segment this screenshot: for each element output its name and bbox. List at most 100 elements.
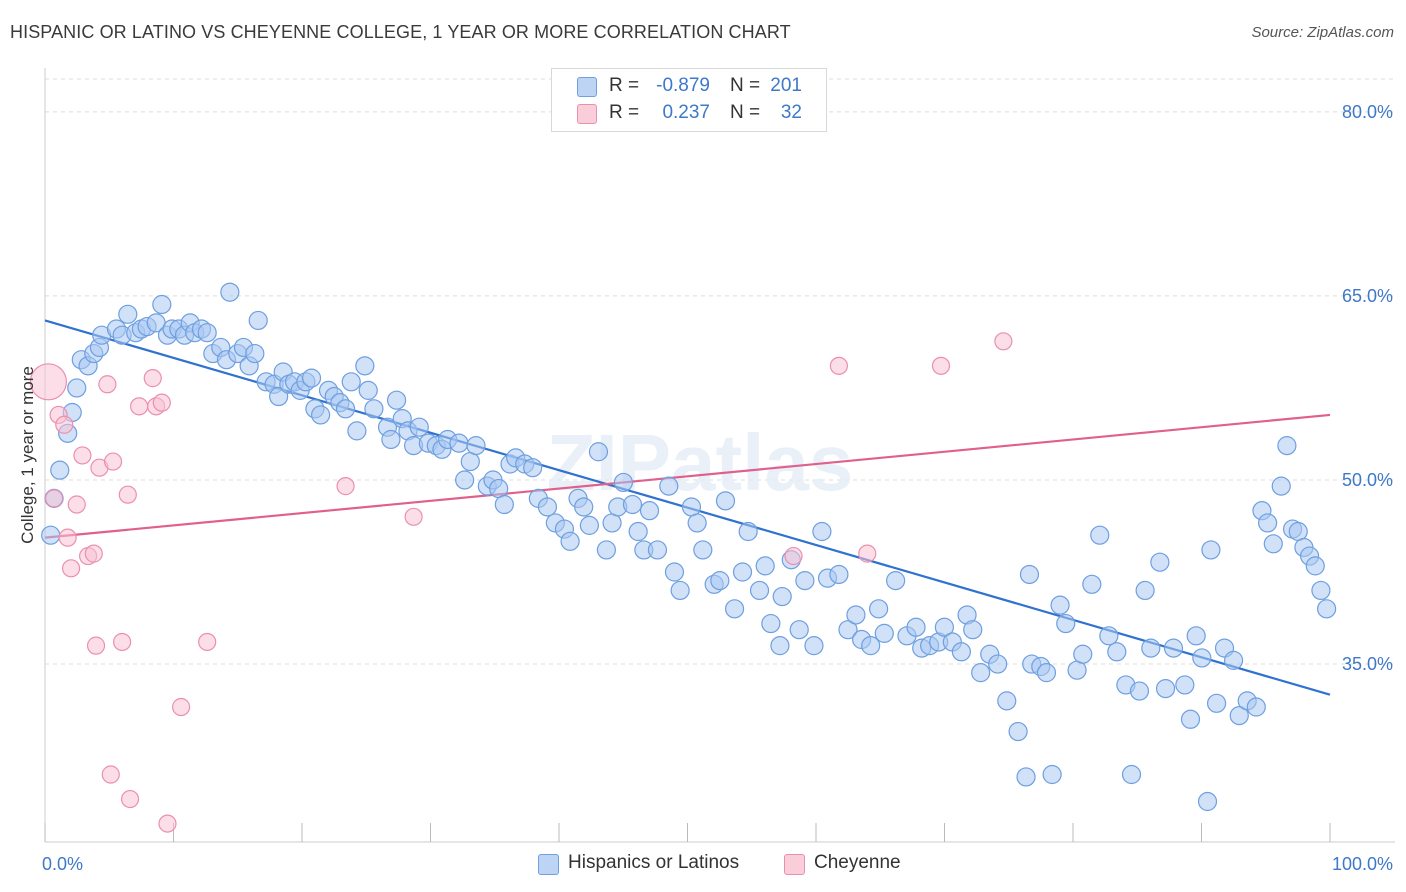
point-cheyenne <box>152 393 171 412</box>
x-tick-label: 0.0% <box>42 854 83 874</box>
legend-r-value: 0.237 <box>662 102 710 123</box>
point-hispanics <box>749 580 770 601</box>
point-hispanics <box>1305 556 1325 576</box>
y-axis-label: College, 1 year or more <box>18 366 37 544</box>
point-cheyenne <box>44 489 64 508</box>
point-hispanics <box>118 304 138 324</box>
point-hispanics <box>386 390 407 410</box>
point-hispanics <box>523 458 543 478</box>
point-hispanics <box>1155 678 1176 699</box>
y-tick-label: 65.0% <box>1342 286 1393 306</box>
axes <box>44 68 1395 843</box>
point-hispanics <box>1067 660 1087 680</box>
point-cheyenne <box>29 363 68 401</box>
point-hispanics <box>1271 476 1291 496</box>
point-hispanics <box>301 368 322 388</box>
point-hispanics <box>67 378 87 398</box>
point-hispanics <box>1090 525 1110 545</box>
point-hispanics <box>1180 709 1201 729</box>
legend-n-value: 32 <box>780 102 802 123</box>
point-hispanics <box>1186 626 1206 646</box>
point-hispanics <box>1141 638 1161 658</box>
legend-row-hispanics: R = -0.879 N = 201 <box>552 74 826 100</box>
point-cheyenne <box>101 765 120 784</box>
point-hispanics <box>341 372 361 392</box>
point-hispanics <box>693 540 713 560</box>
point-hispanics <box>460 451 480 472</box>
point-hispanics <box>197 323 217 343</box>
legend-n-label: N = <box>730 75 761 96</box>
point-hispanics <box>1175 675 1195 695</box>
point-hispanics <box>50 460 70 480</box>
point-hispanics <box>560 531 580 551</box>
point-hispanics <box>602 513 622 533</box>
point-hispanics <box>659 476 679 496</box>
point-hispanics <box>1019 564 1040 585</box>
point-hispanics <box>1277 436 1297 456</box>
y-tick-labels: 35.0% 50.0% 65.0% 80.0% <box>1342 102 1393 674</box>
point-hispanics <box>664 562 685 582</box>
point-hispanics <box>1311 580 1331 601</box>
legend-stats: R = -0.879 N = 201 R = 0.237 N = 32 <box>551 68 827 132</box>
point-hispanics <box>971 663 991 683</box>
point-hispanics <box>41 525 61 545</box>
point-hispanics <box>588 442 609 462</box>
source-label: Source: ZipAtlas.com <box>1251 24 1394 41</box>
point-hispanics <box>364 399 384 419</box>
trend-line <box>44 413 1331 539</box>
point-cheyenne <box>61 559 81 578</box>
chart-title: HISPANIC OR LATINO VS CHEYENNE COLLEGE, … <box>10 22 791 42</box>
point-cheyenne <box>84 544 103 563</box>
legend-n-label: N = <box>730 102 761 123</box>
point-cheyenne <box>171 697 191 717</box>
point-hispanics <box>466 436 486 456</box>
point-hispanics <box>710 571 730 591</box>
legend-label: Hispanics or Latinos <box>568 852 740 873</box>
point-hispanics <box>409 417 429 437</box>
point-hispanics <box>772 586 792 607</box>
point-hispanics <box>455 470 475 490</box>
point-hispanics <box>761 613 781 634</box>
point-hispanics <box>951 642 971 662</box>
point-hispanics <box>647 540 668 560</box>
point-hispanics <box>537 497 558 517</box>
point-hispanics <box>1316 599 1337 619</box>
point-hispanics <box>311 405 331 425</box>
point-cheyenne <box>86 636 106 655</box>
point-cheyenne <box>67 495 86 514</box>
point-hispanics <box>906 617 926 637</box>
point-hispanics <box>812 521 832 542</box>
point-hispanics <box>1197 791 1218 812</box>
point-hispanics <box>152 294 172 315</box>
point-hispanics <box>1163 638 1184 658</box>
point-hispanics <box>1206 693 1227 713</box>
points-hispanics <box>41 282 1337 812</box>
point-hispanics <box>579 515 599 535</box>
point-hispanics <box>494 494 514 515</box>
point-hispanics <box>886 571 906 591</box>
point-hispanics <box>1050 595 1070 615</box>
point-hispanics <box>804 636 824 656</box>
legend-series: Hispanics or Latinos Cheyenne <box>0 852 1406 878</box>
point-hispanics <box>1288 521 1308 542</box>
point-cheyenne <box>58 528 77 547</box>
point-hispanics <box>715 491 736 511</box>
point-hispanics <box>347 421 367 441</box>
point-hispanics <box>1150 552 1170 572</box>
point-hispanics <box>1121 764 1142 785</box>
point-cheyenne <box>336 477 355 496</box>
point-hispanics <box>245 343 265 364</box>
point-hispanics <box>489 478 509 499</box>
point-hispanics <box>596 540 617 560</box>
point-hispanics <box>381 429 401 450</box>
point-hispanics <box>1056 613 1076 634</box>
point-hispanics <box>724 599 745 619</box>
point-hispanics <box>1223 650 1244 670</box>
point-hispanics <box>789 620 809 640</box>
point-hispanics <box>1082 574 1102 594</box>
point-hispanics <box>988 654 1008 674</box>
point-cheyenne <box>858 544 877 563</box>
point-hispanics <box>248 310 268 331</box>
trend-line-cheyenne <box>44 413 1331 539</box>
point-hispanics <box>574 497 594 517</box>
